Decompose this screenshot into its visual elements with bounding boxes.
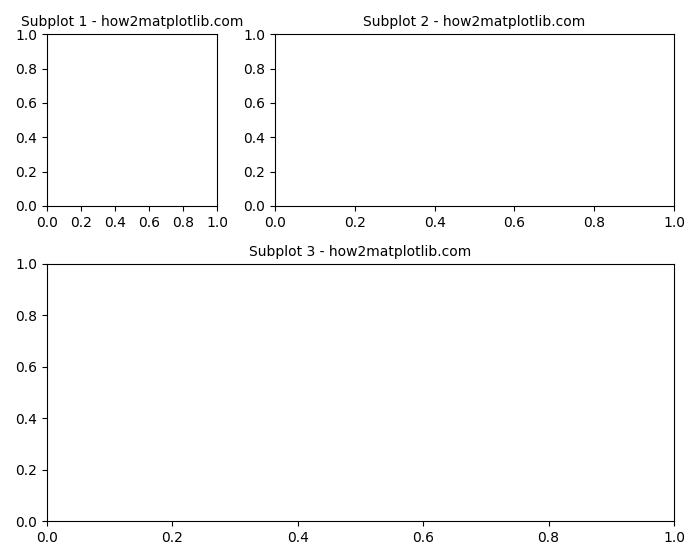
Title: Subplot 1 - how2matplotlib.com: Subplot 1 - how2matplotlib.com <box>21 15 243 29</box>
Title: Subplot 3 - how2matplotlib.com: Subplot 3 - how2matplotlib.com <box>249 245 472 259</box>
Title: Subplot 2 - how2matplotlib.com: Subplot 2 - how2matplotlib.com <box>363 15 586 29</box>
